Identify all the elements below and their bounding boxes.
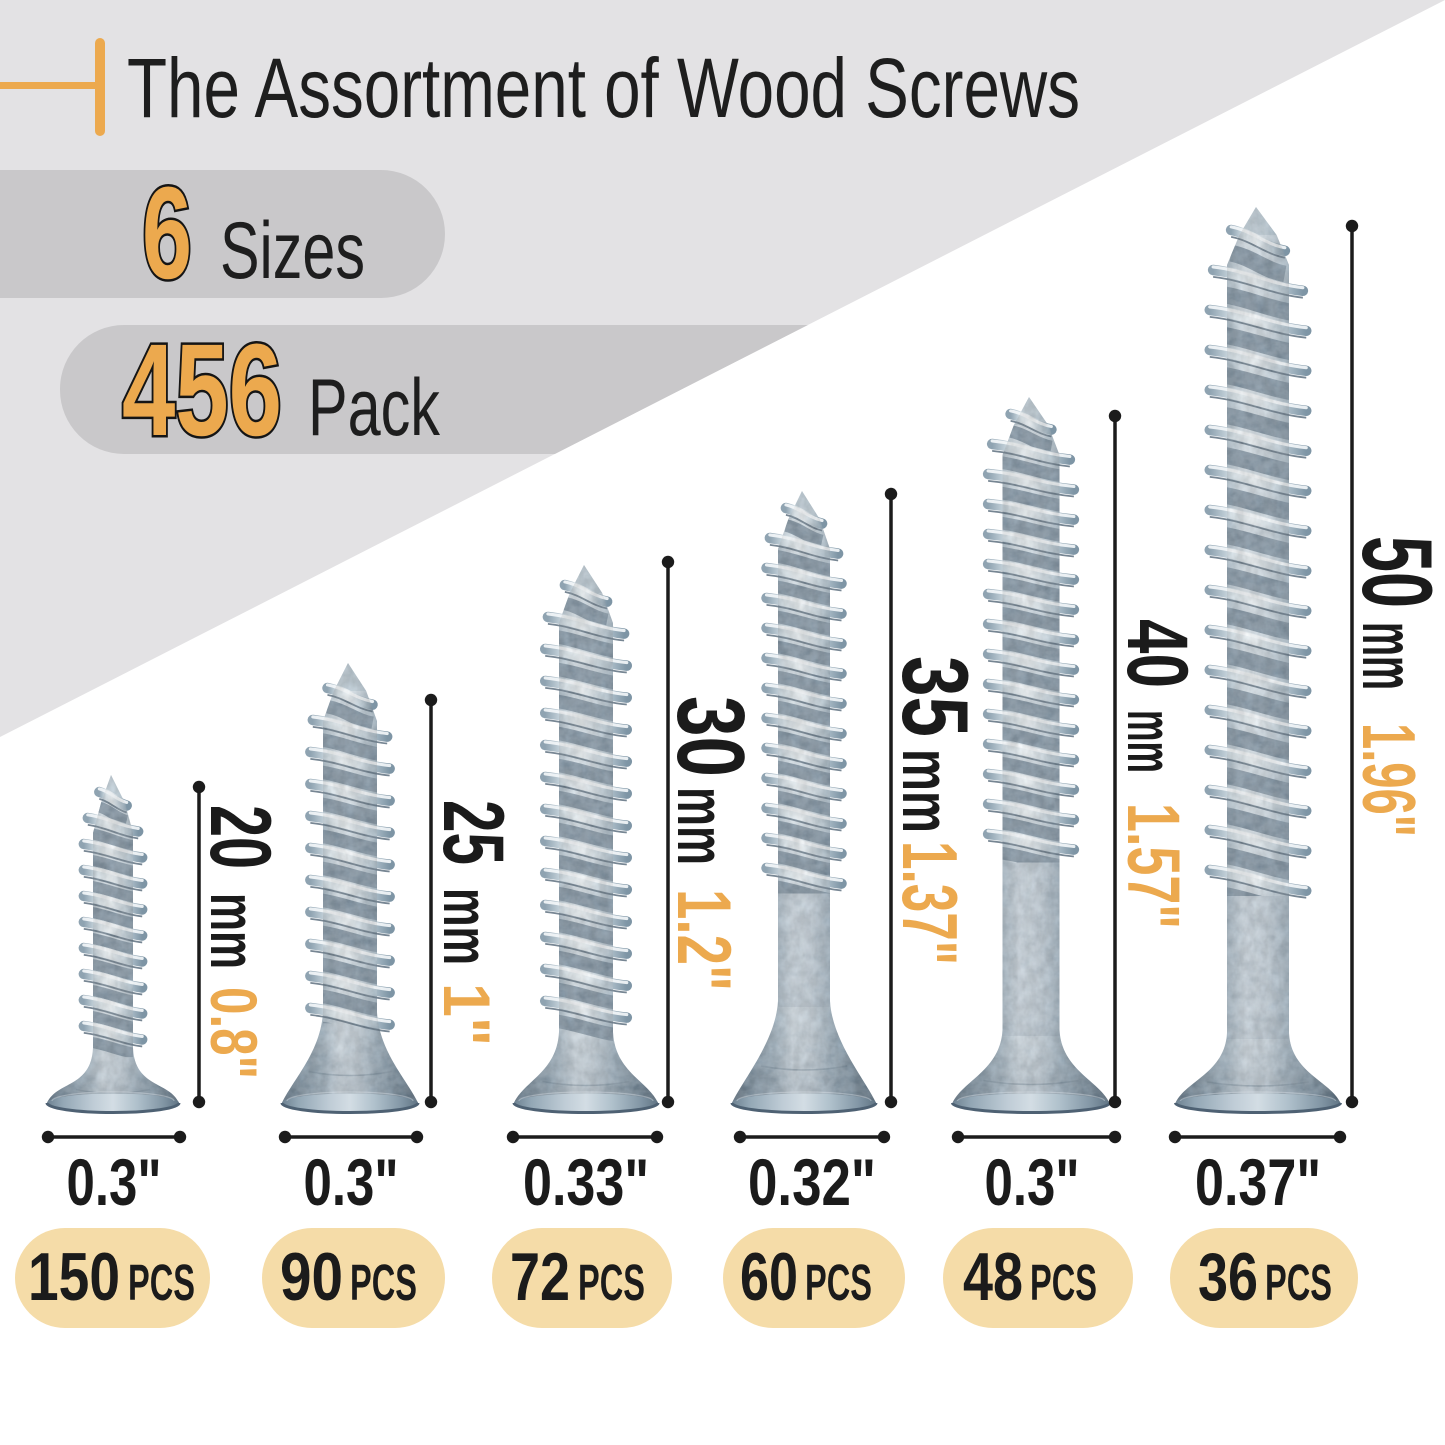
svg-text:1.96": 1.96" [1347,723,1431,837]
svg-text:1.2": 1.2" [661,889,746,991]
svg-text:48: 48 [963,1239,1023,1315]
svg-text:PCS: PCS [128,1254,195,1311]
svg-text:mm: mm [197,893,269,969]
svg-text:30: 30 [657,696,764,777]
svg-text:PCS: PCS [350,1254,417,1311]
svg-text:The Assortment of Wood Screws: The Assortment of Wood Screws [127,41,1080,135]
svg-text:0.3": 0.3" [985,1145,1080,1219]
svg-text:456: 456 [122,316,282,463]
svg-text:Pack: Pack [308,363,440,453]
svg-text:PCS: PCS [1030,1254,1097,1311]
svg-text:mm: mm [663,787,739,865]
svg-text:mm: mm [888,749,964,833]
svg-text:mm: mm [1114,710,1186,773]
svg-text:60: 60 [740,1239,798,1315]
svg-text:40: 40 [1109,619,1205,688]
svg-text:mm: mm [430,888,502,965]
svg-text:0.3": 0.3" [304,1145,399,1219]
svg-text:6: 6 [142,159,192,306]
svg-text:PCS: PCS [805,1254,872,1311]
svg-text:72: 72 [510,1239,570,1315]
svg-text:1.57": 1.57" [1112,803,1195,929]
svg-text:1": 1" [430,983,504,1046]
svg-text:0.3": 0.3" [67,1145,162,1219]
svg-text:0.33": 0.33" [523,1145,649,1219]
svg-text:0.37": 0.37" [1195,1145,1321,1219]
svg-text:36: 36 [1198,1239,1258,1315]
svg-text:1.37": 1.37" [886,841,974,965]
svg-text:Sizes: Sizes [220,206,365,296]
svg-text:50: 50 [1342,536,1445,608]
svg-text:0.32": 0.32" [748,1145,876,1219]
svg-text:0.8": 0.8" [197,987,271,1079]
svg-text:35: 35 [883,656,988,737]
svg-text:PCS: PCS [578,1254,645,1311]
svg-text:90: 90 [280,1239,343,1315]
svg-text:150: 150 [28,1239,120,1315]
svg-text:25: 25 [425,800,521,865]
svg-text:PCS: PCS [1265,1254,1332,1311]
svg-text:20: 20 [192,805,288,869]
svg-text:mm: mm [1347,622,1430,690]
